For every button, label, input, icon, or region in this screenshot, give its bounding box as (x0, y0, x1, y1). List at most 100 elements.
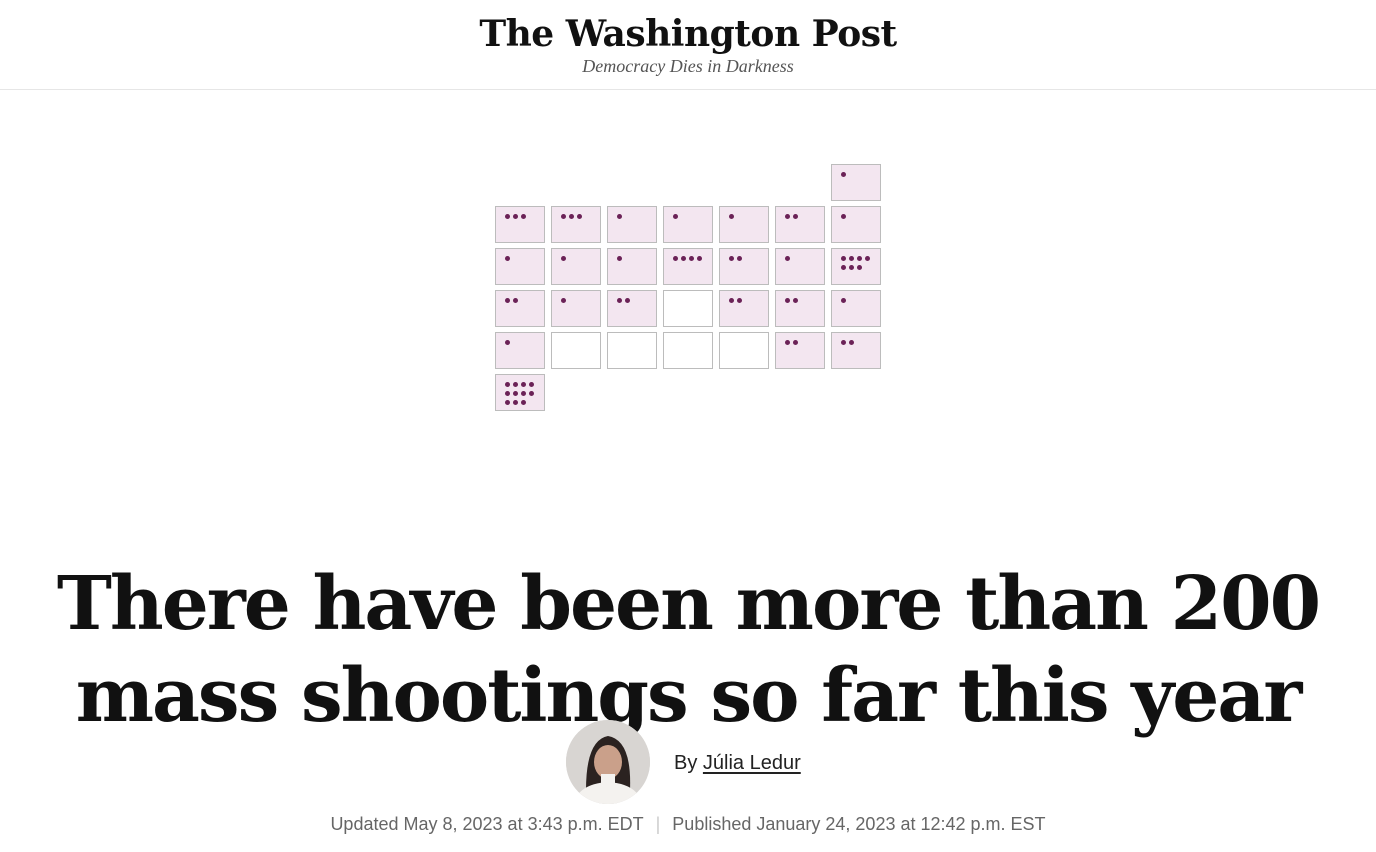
calendar-day-cell[interactable] (775, 290, 825, 327)
shooting-dot (849, 265, 854, 270)
calendar-day-cell[interactable] (831, 206, 881, 243)
shooting-dot (697, 256, 702, 261)
article-dates: Updated May 8, 2023 at 3:43 p.m. EDT | Pub… (0, 812, 1376, 836)
calendar-day-cell[interactable] (551, 290, 601, 327)
shooting-dots (617, 256, 653, 261)
date-separator: | (655, 814, 661, 834)
calendar-day-cell[interactable] (719, 290, 769, 327)
calendar-day-cell[interactable] (551, 248, 601, 285)
shooting-dots (729, 256, 765, 261)
shooting-dot (841, 298, 846, 303)
calendar-day-cell[interactable] (831, 332, 881, 369)
author-link[interactable]: Júlia Ledur (702, 752, 801, 774)
calendar-day-cell[interactable] (663, 206, 713, 243)
shooting-dots (561, 298, 597, 303)
calendar-day-cell[interactable] (551, 206, 601, 243)
calendar-day-cell[interactable] (495, 290, 545, 327)
shooting-dots (729, 298, 765, 303)
calendar-day-cell[interactable] (775, 332, 825, 369)
shooting-dot (505, 214, 510, 219)
calendar-day-cell[interactable] (831, 290, 881, 327)
published-date: Published January 24, 2023 at 12:42 p.m.… (672, 814, 1046, 834)
shooting-dot (689, 256, 694, 261)
calendar-day-cell[interactable] (831, 164, 881, 201)
mass-shootings-calendar-graphic (495, 164, 881, 411)
shooting-dot (785, 256, 790, 261)
updated-date: Updated May 8, 2023 at 3:43 p.m. EDT (330, 814, 644, 834)
byline: By Júlia Ledur (674, 750, 801, 776)
shooting-dots (673, 214, 709, 219)
shooting-dot (513, 382, 518, 387)
shooting-dots (785, 214, 821, 219)
shooting-dots (729, 214, 765, 219)
shooting-dots (841, 340, 877, 345)
shooting-dots (785, 340, 821, 345)
calendar-day-cell[interactable] (551, 332, 601, 369)
article-headline: There have been more than 200 mass shoot… (56, 560, 1321, 739)
shooting-dot (793, 214, 798, 219)
shooting-dot (841, 172, 846, 177)
calendar-day-cell[interactable] (719, 248, 769, 285)
calendar-day-cell[interactable] (607, 290, 657, 327)
shooting-dots (785, 256, 821, 261)
washington-post-logo[interactable]: The Washington Post (479, 13, 897, 55)
calendar-day-cell[interactable] (607, 332, 657, 369)
calendar-day-cell[interactable] (607, 206, 657, 243)
shooting-dot (857, 265, 862, 270)
calendar-day-cell[interactable] (495, 374, 545, 411)
masthead-tagline: Democracy Dies in Darkness (582, 56, 794, 76)
shooting-dot (521, 382, 526, 387)
calendar-day-cell[interactable] (719, 206, 769, 243)
author-avatar[interactable] (566, 720, 650, 804)
shooting-dot (561, 298, 566, 303)
calendar-day-cell[interactable] (495, 248, 545, 285)
shooting-dot (521, 214, 526, 219)
shooting-dot (521, 400, 526, 405)
masthead: The Washington Post Democracy Dies in Da… (0, 0, 1376, 90)
shooting-dot (729, 214, 734, 219)
shooting-dot (737, 298, 742, 303)
calendar-day-cell[interactable] (831, 248, 881, 285)
shooting-dot (617, 214, 622, 219)
shooting-dots (617, 298, 653, 303)
shooting-dot (513, 400, 518, 405)
shooting-dots (505, 298, 541, 303)
shooting-dot (857, 256, 862, 261)
shooting-dot (849, 340, 854, 345)
calendar-day-cell[interactable] (719, 332, 769, 369)
shooting-dot (505, 256, 510, 261)
shooting-dot (729, 298, 734, 303)
calendar-day-cell[interactable] (495, 206, 545, 243)
shooting-dot (841, 265, 846, 270)
shooting-dot (841, 214, 846, 219)
calendar-day-cell[interactable] (775, 248, 825, 285)
shooting-dot (841, 256, 846, 261)
shooting-dots (505, 214, 541, 219)
shooting-dot (505, 400, 510, 405)
shooting-dots (841, 172, 877, 177)
shooting-dots (841, 214, 877, 219)
shooting-dot (505, 298, 510, 303)
shooting-dot (529, 382, 534, 387)
shooting-dot (737, 256, 742, 261)
calendar-day-cell[interactable] (663, 248, 713, 285)
shooting-dot (849, 256, 854, 261)
shooting-dots (505, 382, 541, 405)
calendar-day-cell[interactable] (495, 332, 545, 369)
shooting-dot (793, 298, 798, 303)
calendar-day-cell[interactable] (775, 206, 825, 243)
shooting-dot (729, 256, 734, 261)
shooting-dots (617, 214, 653, 219)
shooting-dot (673, 256, 678, 261)
shooting-dot (505, 391, 510, 396)
shooting-dot (561, 256, 566, 261)
calendar-day-cell[interactable] (663, 332, 713, 369)
shooting-dots (841, 256, 877, 270)
calendar-day-cell[interactable] (663, 290, 713, 327)
shooting-dot (841, 340, 846, 345)
shooting-dot (569, 214, 574, 219)
calendar-day-cell[interactable] (607, 248, 657, 285)
byline-prefix: By (674, 752, 698, 774)
shooting-dot (505, 340, 510, 345)
shooting-dot (681, 256, 686, 261)
